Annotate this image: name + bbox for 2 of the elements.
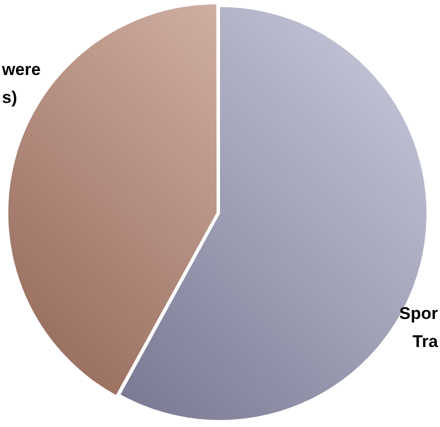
slice-label: were s) <box>1 60 41 107</box>
slice-label: Spor Tra <box>399 304 439 351</box>
